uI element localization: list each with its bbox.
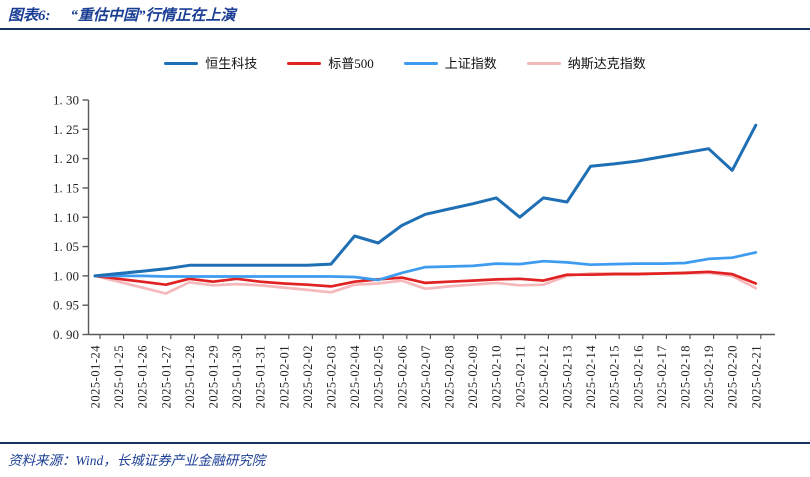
legend-line-swatch: [526, 62, 561, 65]
figure-title-row: 图表6: “重估中国”行情正在上演: [8, 4, 802, 25]
y-tick-label: 0. 95: [53, 298, 79, 313]
x-tick-label: 2025-01-28: [183, 345, 197, 408]
x-tick-label: 2025-01-27: [159, 345, 173, 408]
x-tick-label: 2025-02-05: [372, 345, 386, 408]
x-tick-label: 2025-02-03: [325, 345, 339, 408]
x-tick-label: 2025-02-19: [702, 345, 716, 408]
legend-label: 恒生科技: [205, 56, 258, 71]
series-line-1: [93, 270, 758, 288]
x-tick-label: 2025-01-31: [254, 345, 268, 408]
footer-rule: [0, 442, 810, 444]
legend-item-3: 纳斯达克指数: [526, 56, 646, 71]
x-tick-label: 2025-02-14: [584, 345, 598, 409]
chart-legend: 恒生科技 标普500 上证指数 纳斯达克指数: [0, 57, 810, 70]
x-tick-label: 2025-02-07: [419, 345, 433, 408]
y-tick-label: 0. 90: [53, 327, 79, 342]
page-title: “重估中国”行情正在上演: [70, 8, 236, 24]
y-tick-label: 1. 15: [53, 180, 79, 195]
x-tick-label: 2025-02-04: [348, 345, 362, 409]
legend-line-swatch: [164, 62, 199, 65]
x-tick-label: 2025-02-20: [726, 345, 740, 408]
legend-label: 上证指数: [444, 56, 497, 71]
x-tick-label: 2025-01-29: [207, 345, 221, 408]
x-tick-label: 2025-02-11: [513, 345, 527, 408]
x-tick-label: 2025-02-17: [655, 345, 669, 408]
legend-label: 纳斯达克指数: [567, 56, 646, 71]
x-tick-label: 2025-02-13: [561, 345, 575, 408]
y-tick-label: 1. 00: [53, 268, 79, 283]
x-tick-label: 2025-01-24: [89, 345, 103, 409]
legend-item-0: 恒生科技: [164, 57, 257, 70]
header-rule: [0, 28, 810, 30]
x-tick-label: 2025-02-10: [490, 345, 504, 408]
figure-label: 图表6:: [8, 8, 51, 24]
source-note: 资料来源：Wind，长城证券产业金融研究院: [8, 453, 266, 468]
x-tick-label: 2025-02-12: [537, 345, 551, 408]
x-tick-label: 2025-02-21: [749, 345, 763, 408]
x-tick-label: 2025-02-02: [301, 345, 315, 408]
x-tick-label: 2025-01-26: [136, 345, 150, 408]
y-tick-label: 1. 20: [53, 151, 79, 166]
x-tick-label: 2025-02-06: [395, 345, 409, 408]
y-tick-label: 1. 05: [53, 239, 79, 254]
legend-label: 标普500: [328, 56, 374, 71]
series-line-2: [93, 251, 758, 282]
x-tick-label: 2025-01-30: [230, 345, 244, 408]
x-tick-label: 2025-02-01: [277, 345, 291, 408]
legend-line-swatch: [403, 62, 438, 65]
y-tick-label: 1. 25: [53, 122, 79, 137]
x-tick-label: 2025-02-08: [443, 345, 457, 408]
series-line-0: [93, 123, 758, 278]
y-tick-label: 1. 30: [53, 93, 79, 108]
legend-item-1: 标普500: [287, 57, 374, 70]
legend-item-2: 上证指数: [403, 56, 497, 71]
x-tick-label: 2025-02-18: [679, 345, 693, 408]
x-tick-label: 2025-02-16: [631, 345, 645, 408]
x-tick-label: 2025-01-25: [112, 345, 126, 408]
x-tick-label: 2025-02-15: [608, 345, 622, 408]
y-tick-label: 1. 10: [53, 210, 79, 225]
legend-line-swatch: [287, 62, 322, 65]
x-tick-label: 2025-02-09: [466, 345, 480, 408]
